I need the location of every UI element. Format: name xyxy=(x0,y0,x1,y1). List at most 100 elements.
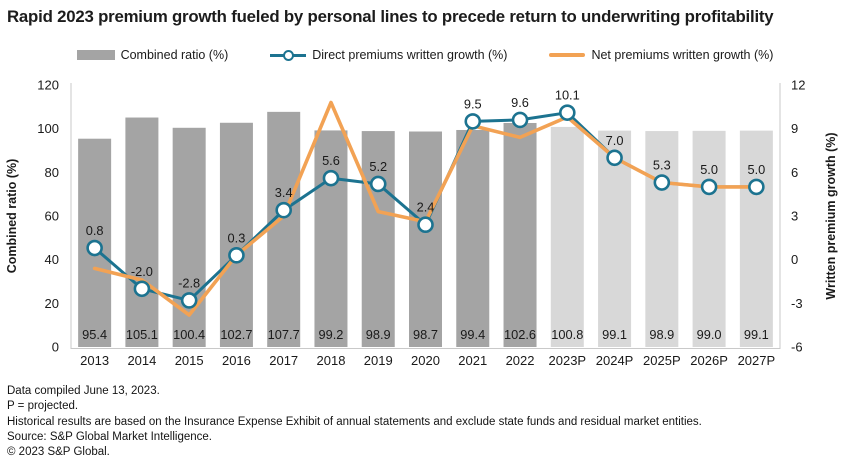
right-axis-tick-label: 6 xyxy=(791,165,798,180)
right-axis-tick-label: 12 xyxy=(791,78,805,93)
legend-plain-line-swatch-icon xyxy=(549,53,586,57)
bar-value-label-2026P: 99.0 xyxy=(697,327,722,342)
left-axis-tick-label: 0 xyxy=(52,340,59,355)
footnote-line: P = projected. xyxy=(7,400,79,413)
bar-2026P xyxy=(692,130,726,347)
x-axis-category-label: 2017 xyxy=(269,353,298,368)
left-axis-tick-label: 120 xyxy=(37,78,59,93)
bar-value-label-2018: 99.2 xyxy=(319,327,344,342)
legend-label: Net premiums written growth (%) xyxy=(591,48,774,62)
x-axis-category-label: 2023P xyxy=(549,353,587,368)
right-axis-tick-label: -6 xyxy=(791,340,803,355)
bar-value-label-2025P: 98.9 xyxy=(649,327,674,342)
direct-marker-2015 xyxy=(180,292,198,309)
left-axis-title: Combined ratio (%) xyxy=(5,159,19,274)
right-axis-title: Written premium growth (%) xyxy=(824,132,838,299)
line-value-label-2013: 0.8 xyxy=(86,223,104,238)
x-axis-category-label: 2015 xyxy=(175,353,204,368)
bar-2017 xyxy=(267,111,301,347)
direct-marker-2021 xyxy=(464,113,482,130)
bar-value-label-2013: 95.4 xyxy=(82,327,107,342)
direct-marker-2022 xyxy=(511,111,529,129)
line-value-label-2022: 9.6 xyxy=(511,95,529,110)
bar-value-label-2021: 99.4 xyxy=(460,327,485,342)
left-axis-tick-label: 60 xyxy=(45,209,59,224)
line-value-label-2018: 5.6 xyxy=(322,153,340,168)
footnote-line: Data compiled June 13, 2023. xyxy=(7,385,160,397)
footnote-line: © 2023 S&P Global. xyxy=(7,446,110,459)
x-axis-category-label: 2027P xyxy=(738,353,776,368)
direct-marker-2025P xyxy=(653,174,671,191)
direct-marker-2027P xyxy=(748,178,765,196)
bar-2024P xyxy=(598,130,632,347)
bar-2027P xyxy=(739,130,773,347)
chart-title: Rapid 2023 premium growth fueled by pers… xyxy=(7,7,774,26)
line-value-label-2014: -2.0 xyxy=(131,264,153,279)
bar-2025P xyxy=(645,131,679,347)
chart-legend: Combined ratio (%) Direct premiums writte… xyxy=(0,48,850,62)
legend-label: Combined ratio (%) xyxy=(120,48,229,62)
bar-2014 xyxy=(125,117,159,347)
bar-2020 xyxy=(409,131,442,347)
legend-item-net-premiums: Net premiums written growth (%) xyxy=(549,48,773,62)
left-axis-tick-label: 40 xyxy=(45,252,59,267)
x-axis-category-label: 2026P xyxy=(690,353,728,368)
direct-marker-2019 xyxy=(369,175,387,193)
direct-marker-2013 xyxy=(86,239,103,257)
combined-ratio-premium-growth-chart: 0 20 40 60 80 100 120 -6 -3 0 3 6 9 12 Combined ratio … xyxy=(5,78,838,368)
bar-value-label-2027P: 99.1 xyxy=(744,327,769,342)
direct-marker-2026P xyxy=(700,178,718,196)
x-axis-category-label: 2013 xyxy=(80,353,109,368)
bar-value-label-2020: 98.7 xyxy=(413,327,438,342)
bar-2023P xyxy=(550,126,584,347)
x-axis-category-label: 2025P xyxy=(643,353,681,368)
bar-2019 xyxy=(361,131,395,347)
left-axis-tick-label: 100 xyxy=(37,121,59,136)
direct-marker-2014 xyxy=(133,280,151,298)
legend-line-marker-swatch-icon xyxy=(270,49,307,61)
right-axis-tick-label: 0 xyxy=(791,252,798,267)
x-axis-category-label: 2019 xyxy=(364,353,393,368)
direct-marker-2024P xyxy=(606,149,623,167)
bar-value-label-2016: 102.7 xyxy=(220,327,252,342)
legend-bar-swatch-icon xyxy=(76,50,115,60)
bar-value-label-2023P: 100.8 xyxy=(551,327,583,342)
right-axis-tick-label: -3 xyxy=(791,296,803,311)
line-value-label-2020: 2.4 xyxy=(417,200,435,215)
line-value-label-2025P: 5.3 xyxy=(653,158,671,173)
x-axis-category-label: 2020 xyxy=(411,353,440,368)
bar-value-label-2022: 102.6 xyxy=(504,327,536,342)
line-value-label-2015: -2.8 xyxy=(178,275,200,290)
legend-item-direct-premiums: Direct premiums written growth (%) xyxy=(270,48,507,62)
bar-2015 xyxy=(172,127,206,347)
legend-item-combined-ratio: Combined ratio (%) xyxy=(76,48,229,62)
x-axis-category-label: 2018 xyxy=(317,353,346,368)
bar-2022 xyxy=(503,122,537,347)
bar-2016 xyxy=(219,122,253,347)
line-value-label-2026P: 5.0 xyxy=(700,162,718,177)
left-axis-tick-label: 80 xyxy=(45,165,59,180)
line-value-label-2019: 5.2 xyxy=(369,159,387,174)
direct-marker-2020 xyxy=(417,216,434,234)
bar-value-label-2014: 105.1 xyxy=(126,327,158,342)
x-axis-category-label: 2014 xyxy=(127,353,156,368)
footnotes: Data compiled June 13, 2023. P = projecte… xyxy=(7,384,847,460)
line-value-label-2023P: 10.1 xyxy=(555,88,580,103)
right-axis-tick-label: 9 xyxy=(791,121,798,136)
bar-value-label-2024P: 99.1 xyxy=(602,327,627,342)
direct-marker-2017 xyxy=(275,201,293,219)
x-axis-category-label: 2022 xyxy=(506,353,535,368)
bar-value-label-2019: 98.9 xyxy=(366,327,391,342)
x-axis-category-label: 2021 xyxy=(458,353,487,368)
footnote-line: Historical results are based on the Insu… xyxy=(7,415,702,428)
x-axis-category-label: 2024P xyxy=(596,353,634,368)
line-value-label-2024P: 7.0 xyxy=(606,133,624,148)
bar-2021 xyxy=(456,129,490,347)
legend-circle-marker-icon xyxy=(283,50,295,61)
x-axis-category-label: 2016 xyxy=(222,353,251,368)
bar-2018 xyxy=(314,130,348,347)
line-value-label-2016: 0.3 xyxy=(228,230,246,245)
footnote-line: Source: S&P Global Market Intelligence. xyxy=(7,430,212,443)
line-value-label-2027P: 5.0 xyxy=(747,162,765,177)
